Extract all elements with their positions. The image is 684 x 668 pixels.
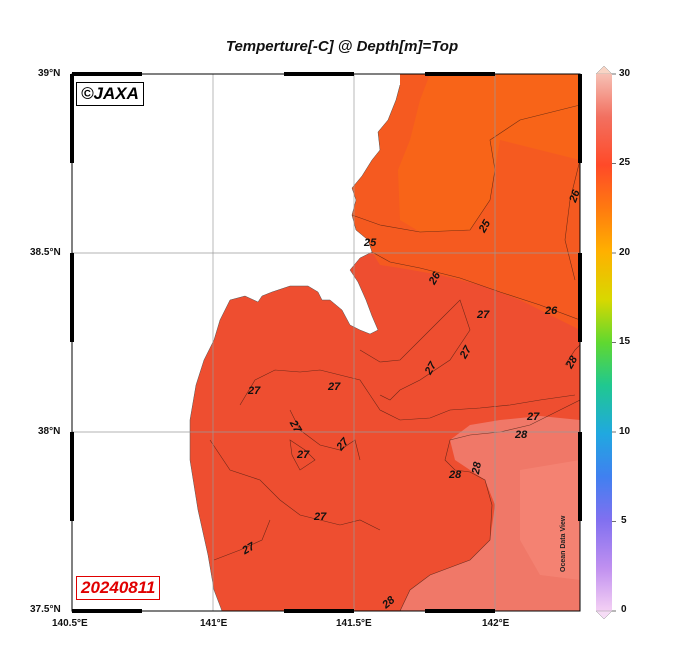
map-title: Temperture[-C] @ Depth[m]=Top <box>225 38 459 55</box>
grid-lines <box>72 74 580 611</box>
date-badge: 20240811 <box>76 576 161 600</box>
contour-label: 26 <box>544 305 558 317</box>
lon-label: 140.5°E <box>52 618 88 629</box>
contour-label: 28 <box>514 429 528 441</box>
colorbar-tick: 20 <box>619 247 631 258</box>
lon-label: 141.5°E <box>336 618 372 629</box>
lat-label: 38.5°N <box>30 247 61 258</box>
contour-label: 28 <box>470 460 484 476</box>
contour-label: 28 <box>448 469 462 481</box>
colorbar-tick: 10 <box>619 426 631 437</box>
border-bars <box>70 72 582 613</box>
contour-label: 27 <box>296 449 310 461</box>
colorbar-top-cap <box>595 65 613 75</box>
colorbar <box>595 65 616 620</box>
odv-watermark: Ocean Data View <box>560 515 567 572</box>
contour-label: 28 <box>563 353 580 371</box>
colorbar-tick: 15 <box>619 336 631 347</box>
contour-label: 27 <box>247 385 261 397</box>
contour-label: 27 <box>313 511 327 523</box>
contour-label: 27 <box>476 309 490 321</box>
colorbar-tick: 25 <box>619 157 631 168</box>
contour-label: 26 <box>567 188 583 205</box>
lat-label: 39°N <box>38 68 61 79</box>
colorbar-tick: 5 <box>621 515 627 526</box>
sea-north-core <box>398 74 580 232</box>
lon-label: 142°E <box>482 618 510 629</box>
contour-label: 25 <box>363 237 377 249</box>
contour-label-group: 25 25 26 26 26 27 27 27 27 27 27 27 27 2… <box>239 188 583 611</box>
lat-label: 38°N <box>38 426 61 437</box>
colorbar-bottom-cap <box>595 610 613 620</box>
contour-label: 27 <box>526 411 540 423</box>
contour-label: 27 <box>327 381 341 393</box>
colorbar-tick: 0 <box>621 604 627 615</box>
sea-28-patch-2 <box>520 460 580 580</box>
copyright-badge: ©JAXA <box>76 82 144 106</box>
colorbar-tick: 30 <box>619 68 631 79</box>
lon-label: 141°E <box>200 618 228 629</box>
lat-label: 37.5°N <box>30 604 61 615</box>
coastline <box>189 84 401 611</box>
colorbar-ramp <box>596 74 612 611</box>
